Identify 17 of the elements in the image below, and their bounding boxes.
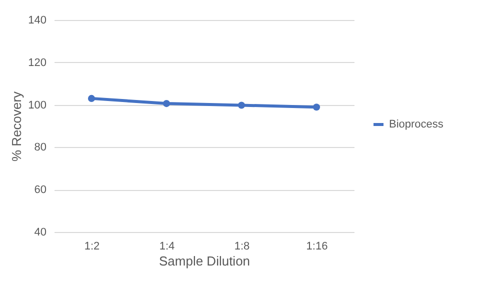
y-tick-label: 100 [28, 99, 46, 112]
point [162, 100, 170, 108]
point [238, 102, 246, 109]
x-tick-label: 1:4 [159, 240, 175, 252]
x-tick-label: 1:8 [234, 240, 250, 252]
x-axis-title: Sample Dilution [158, 254, 250, 268]
point [88, 94, 96, 102]
y-tick-label: 40 [34, 226, 46, 238]
y-tick-label: 120 [28, 56, 46, 69]
x-tick-label: 1:16 [306, 240, 328, 252]
legend-label: Bioprocess [389, 118, 444, 130]
x-tick-label: 1:2 [84, 240, 100, 252]
point [312, 104, 320, 111]
y-tick-label: 140 [28, 14, 46, 26]
y-axis-title: % Recovery [9, 90, 24, 162]
y-tick-label: 60 [34, 184, 46, 196]
y-tick-label: 80 [34, 142, 46, 154]
